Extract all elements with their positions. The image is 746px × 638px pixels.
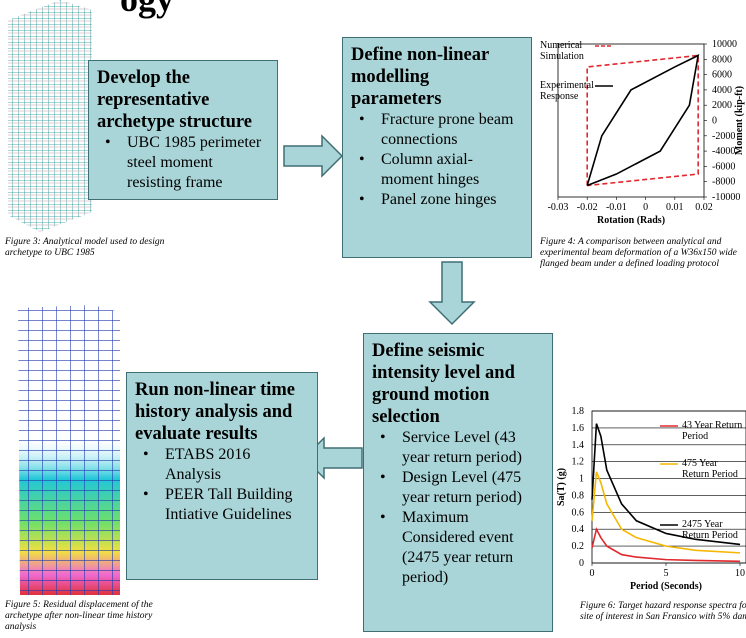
x-tick-label: -0.03 [548,202,569,213]
legend-label: 43 Year Return Period [682,420,746,442]
step-heading: Develop the representative archetype str… [97,67,269,133]
bullet: UBC 1985 perimeter steel moment resistin… [127,133,269,193]
bullet: Panel zone hinges [381,190,523,210]
series-line [587,55,698,185]
x-tick-label: -0.02 [577,202,598,213]
bullets: Service Level (43 year return period) De… [372,428,544,588]
x-tick-label: -0.01 [606,202,627,213]
legend-label: 2475 Year Return Period [682,519,746,541]
y-tick-label: 1.8 [572,406,585,417]
y-tick-label: 8000 [712,54,732,65]
legend-label: Numerical Simulation [540,40,595,62]
y-tick-label: 0 [579,558,584,569]
step-heading: Define non-linear modelling parameters [351,44,523,110]
figure-caption: Figure 4: A comparison between analytica… [540,237,746,270]
x-tick-label: 0 [590,568,595,579]
x-axis-label: Rotation (Rads) [597,215,665,226]
y-tick-label: 0.6 [572,507,585,518]
bullet: Column axial-moment hinges [381,150,523,190]
x-tick-label: 0.01 [666,202,684,213]
step-box: Define seismic intensity level and groun… [363,333,553,632]
x-tick-label: 0 [643,202,648,213]
x-tick-label: 5 [664,568,669,579]
y-tick-label: 2000 [712,100,732,111]
step-box: Run non-linear time history analysis and… [126,372,318,580]
bullets: ETABS 2016 Analysis PEER Tall Building I… [135,445,309,525]
bullet: Maximum Considered event (2475 year retu… [402,508,544,588]
y-tick-label: 4000 [712,85,732,96]
figure-5-model [18,305,120,595]
x-tick-label: 0.02 [695,202,713,213]
step-heading: Define seismic intensity level and groun… [372,340,544,428]
bullet: Design Level (475 year return period) [402,468,544,508]
y-tick-label: -2000 [712,131,735,142]
y-axis-label: Sa(T) (g) [556,468,567,506]
y-tick-label: 6000 [712,70,732,81]
legend-label: 475 Year Return Period [682,458,746,480]
y-tick-label: 1.6 [572,423,585,434]
figure-caption: Figure 6: Target hazard response spectra… [580,601,746,623]
y-tick-label: 0.4 [572,524,585,535]
figure-caption: Figure 5: Residual displacement of the a… [5,600,165,633]
bullet: PEER Tall Building Intiative Guidelines [165,485,309,525]
y-tick-label: -6000 [712,161,735,172]
y-tick-label: 10000 [712,39,737,50]
step-box: Develop the representative archetype str… [88,60,278,200]
y-tick-label: 1 [579,474,584,485]
legend-label: Experimental Response [540,80,595,102]
series-line [587,55,698,185]
plot-frame [558,44,704,197]
step-heading: Run non-linear time history analysis and… [135,379,309,445]
figure-caption: Figure 3: Analytical model used to desig… [5,237,175,259]
bullets: Fracture prone beam connections Column a… [351,110,523,210]
step-box: Define non-linear modelling parameters F… [342,37,532,258]
x-axis-label: Period (Seconds) [630,581,702,592]
y-tick-label: -8000 [712,177,735,188]
y-axis-label: Moment (kip-ft) [734,86,745,155]
y-tick-label: 0.8 [572,490,585,501]
y-tick-label: 0.2 [572,541,585,552]
y-tick-label: -4000 [712,146,735,157]
bullet: Service Level (43 year return period) [402,428,544,468]
x-tick-label: 10 [735,568,745,579]
slide: ogy -10000-8000-6000-4000-20000200040006… [0,0,746,638]
y-tick-label: -10000 [712,192,740,203]
bullet: ETABS 2016 Analysis [165,445,309,485]
y-tick-label: 1.4 [572,440,585,451]
y-tick-label: 0 [712,116,717,127]
bullet: Fracture prone beam connections [381,110,523,150]
figure-3-model [8,0,92,232]
y-tick-label: 1.2 [572,457,585,468]
bullets: UBC 1985 perimeter steel moment resistin… [97,133,269,193]
